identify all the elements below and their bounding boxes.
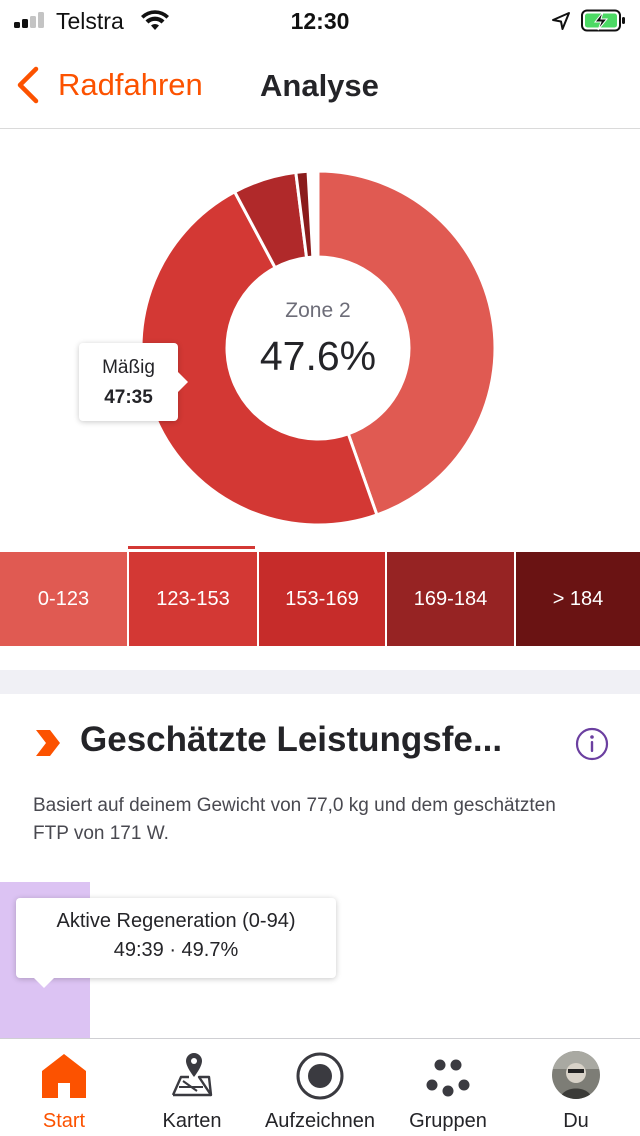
donut-center-zone-label: Zone 2 — [285, 299, 351, 322]
zone-tooltip: Mäßig 47:35 — [79, 343, 188, 421]
tab-label: Start — [42, 1110, 86, 1132]
power-section-header: Geschätzte Leistungsfe... — [0, 712, 640, 774]
power-tooltip-label: Aktive Regeneration (0-94) — [56, 910, 296, 932]
tab-start[interactable]: Start — [0, 1039, 128, 1136]
back-label: Radfahren — [58, 67, 203, 102]
status-bar: Telstra 12:30 — [0, 0, 640, 42]
zone-tab-label: > 184 — [552, 587, 604, 610]
donut-chart[interactable] — [0, 129, 640, 549]
zone-tab-label: 123-153 — [156, 587, 230, 610]
tab-label: Gruppen — [409, 1110, 487, 1132]
tab-label: Aufzeichnen — [264, 1110, 376, 1132]
home-icon — [42, 1054, 86, 1098]
battery-charging-icon — [581, 9, 625, 32]
donut-center-percent: 47.6% — [259, 333, 377, 379]
zone-tab-1[interactable]: 123-153 — [127, 552, 257, 646]
zone-tooltip-value: 47:35 — [104, 387, 153, 408]
back-button[interactable]: Radfahren — [14, 62, 203, 108]
record-icon — [296, 1052, 344, 1100]
zone-tooltip-label: Mäßig — [102, 357, 155, 378]
cellular-signal-icon — [14, 12, 48, 28]
donut-slice-4[interactable] — [294, 169, 315, 260]
avatar — [552, 1051, 600, 1099]
selected-zone-indicator — [128, 546, 255, 549]
zone-tab-2[interactable]: 153-169 — [257, 552, 385, 646]
zone-selector: 0-123 123-153 153-169 169-184 > 184 — [0, 552, 640, 646]
info-icon[interactable] — [575, 727, 609, 761]
tab-label: Du — [563, 1110, 589, 1132]
tab-gruppen[interactable]: Gruppen — [384, 1039, 512, 1136]
power-description: Basiert auf deinem Gewicht von 77,0 kg u… — [33, 795, 556, 844]
chevron-left-icon — [17, 66, 39, 104]
heart-rate-zone-donut: Zone 2 47.6% Mäßig 47:35 — [0, 129, 640, 549]
navigation-bar: Radfahren Analyse — [0, 42, 640, 129]
zone-tab-4[interactable]: > 184 — [514, 552, 640, 646]
chevron-right-icon — [36, 730, 60, 756]
tab-label: Karten — [162, 1110, 222, 1132]
map-icon — [171, 1053, 213, 1097]
location-arrow-icon — [552, 12, 570, 30]
wifi-icon — [141, 10, 169, 30]
clock: 12:30 — [290, 8, 350, 34]
groups-icon — [426, 1059, 470, 1097]
zone-tab-3[interactable]: 169-184 — [385, 552, 514, 646]
zone-tab-0[interactable]: 0-123 — [0, 552, 127, 646]
donut-slice-1[interactable] — [139, 189, 379, 527]
tab-du[interactable]: Du — [512, 1039, 640, 1136]
power-tooltip-value: 49:39 · 49.7% — [113, 939, 239, 961]
tab-karten[interactable]: Karten — [128, 1039, 256, 1136]
page-title: Analyse — [260, 68, 379, 103]
donut-slice-0[interactable] — [316, 169, 497, 517]
tab-aufzeichnen[interactable]: Aufzeichnen — [256, 1039, 384, 1136]
zone-tab-label: 0-123 — [37, 587, 90, 610]
carrier-name: Telstra — [56, 8, 124, 34]
power-section-title: Geschätzte Leistungsfe... — [80, 720, 503, 759]
zone-tab-label: 169-184 — [413, 587, 488, 610]
tab-bar: Start Karten Aufzeichnen Gruppen — [0, 1038, 640, 1136]
zone-tab-label: 153-169 — [285, 587, 359, 610]
section-divider — [0, 670, 640, 694]
power-tooltip: Aktive Regeneration (0-94) 49:39 · 49.7% — [16, 898, 336, 988]
